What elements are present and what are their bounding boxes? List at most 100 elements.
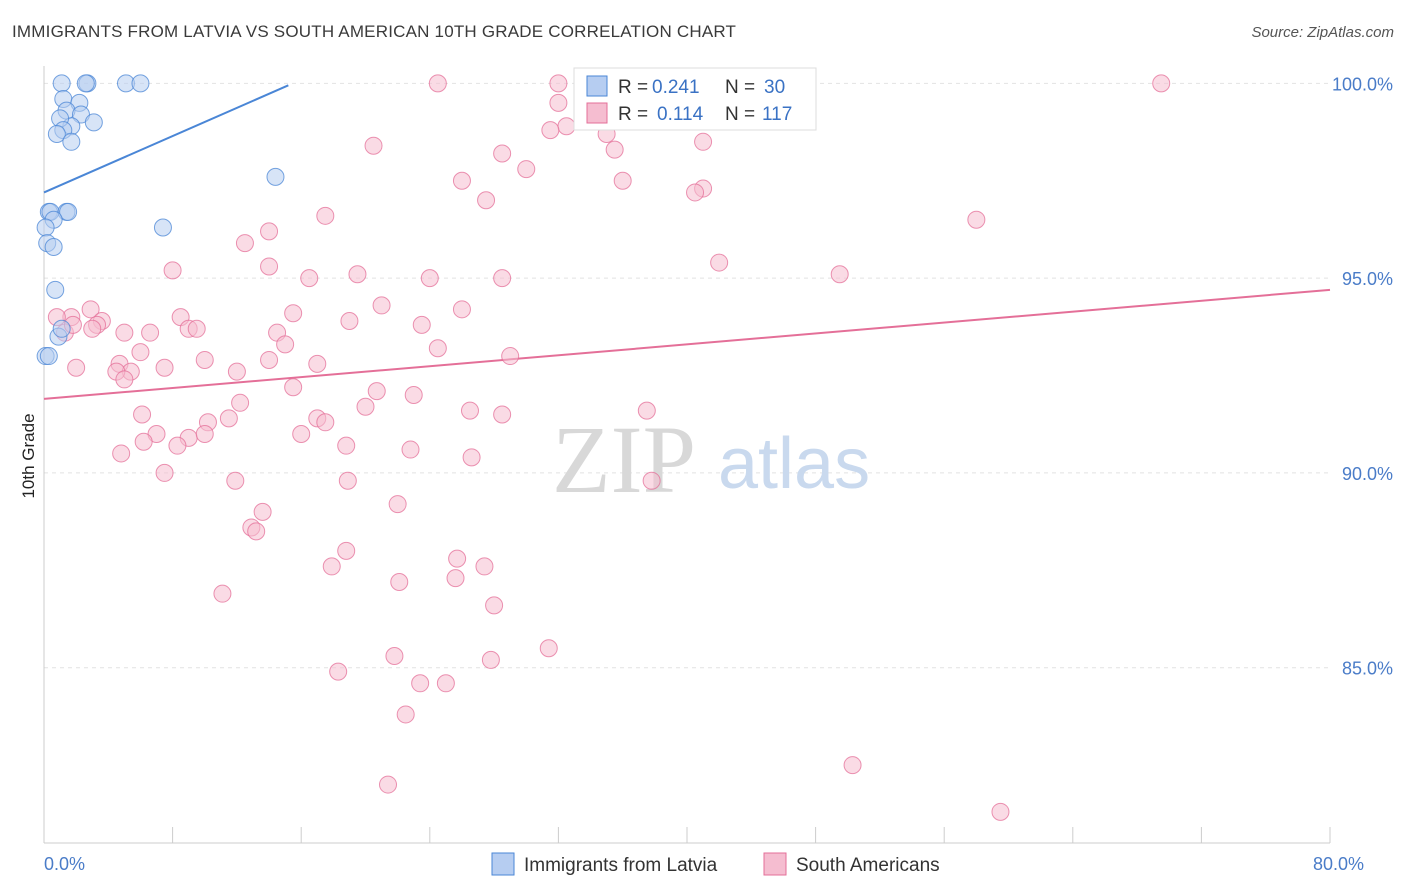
south-american-point [541,121,560,140]
south-american-point [462,448,481,467]
south-american-point [501,347,520,366]
latvia-point [84,113,103,132]
south-american-point [460,401,479,420]
latvia-point [153,218,172,237]
south-american-point [292,424,311,443]
south-american-point [396,705,415,724]
south-american-point [260,350,279,369]
south-american-point [1152,74,1171,93]
south-american-point [338,471,357,490]
south-american-point [112,444,131,463]
south-american-point [168,436,187,455]
y-tick-labels: 85.0% 90.0% 95.0% 100.0% [1332,74,1393,678]
south-american-point [446,569,465,588]
south-american-point [316,413,335,432]
south-american-point [481,650,500,669]
latvia-point [131,74,150,93]
south-american-point [493,144,512,163]
south-american-point [134,432,153,451]
south-american-point [436,674,455,693]
south-american-point [830,265,849,284]
south-american-point [83,319,102,338]
legend-r-value: 0.241 [652,77,700,98]
latvia-point [47,125,66,144]
south-american-point [316,206,335,225]
south-american-point [710,253,729,272]
latvia-point [62,132,81,151]
stats-legend: R = 0.241 N = 30 R = 0.114 N = 117 [573,67,817,131]
south-american-point [155,358,174,377]
south-american-point [686,183,705,202]
south-american-point [81,300,100,319]
latvia-point [266,167,285,186]
south-american-point [235,234,254,253]
data-points [36,74,1171,821]
watermark-zip: ZIP [552,406,696,513]
south-american-point [219,409,238,428]
legend-r-value: 0.114 [657,104,704,125]
south-american-point [253,502,272,521]
legend-n-label: N = [725,77,755,98]
latvia-point [46,280,65,299]
south-american-point [141,323,160,342]
y-tick-label: 85.0% [1342,659,1393,679]
legend-r-label: R = [618,104,648,125]
south-american-point [195,350,214,369]
south-american-point [549,93,568,112]
south-american-point [412,315,431,334]
y-tick-label: 95.0% [1342,269,1393,289]
south-american-point [428,74,447,93]
south-american-point [155,463,174,482]
south-american-point [356,397,375,416]
south-american-point [485,596,504,615]
south-american-point [549,74,568,93]
x-tick-label: 0.0% [44,854,85,874]
legend-swatch-latvia [586,75,608,97]
south-american-point [401,440,420,459]
south-american-point [613,171,632,190]
south-american-point [967,210,986,229]
south-american-point [163,261,182,280]
south-american-point [379,775,398,794]
south-american-point [557,117,576,136]
legend-n-label: N = [725,104,755,125]
south-american-point [226,471,245,490]
source-credit: Source: ZipAtlas.com [1251,24,1394,41]
south-american-point [367,382,386,401]
south-american-point [637,401,656,420]
south-american-point [231,393,250,412]
south-american-point [694,132,713,151]
south-american-point [411,674,430,693]
south-american-point [337,436,356,455]
south-american-trend-line [43,288,1331,400]
south-american-point [115,323,134,342]
south-american-point [284,304,303,323]
x-tick-labels: 0.0% 80.0% [44,854,1364,874]
south-american-point [260,257,279,276]
south-american-point [213,584,232,603]
latvia-trend-line [43,84,289,194]
series-legend: Immigrants from Latvia South Americans [491,852,940,876]
south-american-point [493,269,512,288]
south-american-point [452,300,471,319]
latvia-point [52,319,71,338]
south-american-point [329,662,348,681]
south-american-point [452,171,471,190]
chart-title: IMMIGRANTS FROM LATVIA VS SOUTH AMERICAN… [12,22,737,41]
south-american-point [364,136,383,155]
south-american-point [187,319,206,338]
south-american-point [133,405,152,424]
legend-label-latvia: Immigrants from Latvia [524,855,718,876]
south-american-point [420,269,439,288]
watermark-atlas: atlas [718,424,870,504]
south-american-point [284,378,303,397]
legend-label-south-americans: South Americans [796,855,940,876]
legend-n-value: 117 [762,104,792,125]
latvia-point [39,347,58,366]
south-american-point [337,541,356,560]
south-american-point [247,522,266,541]
south-american-point [348,265,367,284]
watermark: ZIP atlas [552,406,870,513]
trend-lines [43,84,1331,400]
